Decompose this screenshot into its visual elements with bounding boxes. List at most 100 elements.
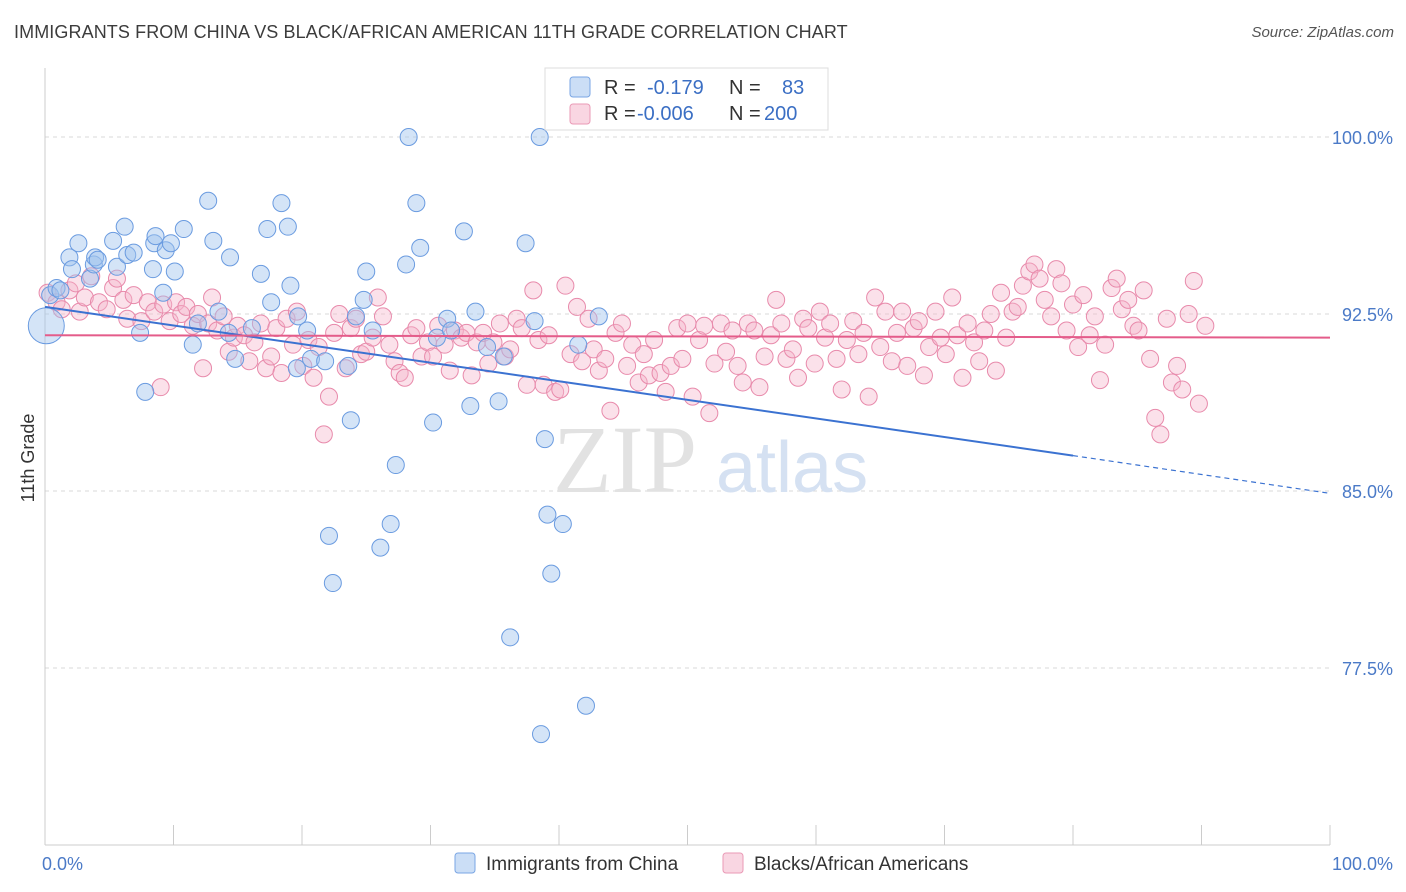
- point-china-46: [319, 526, 338, 545]
- point-blacks-83: [501, 340, 520, 359]
- point-blacks-158: [914, 366, 933, 385]
- point-blacks-124: [728, 356, 747, 375]
- point-china-59: [407, 194, 426, 213]
- point-blacks-9: [97, 300, 116, 319]
- point-china-11: [104, 231, 123, 250]
- bottom-legend-swatch-china: [454, 852, 476, 874]
- point-blacks-112: [661, 356, 680, 375]
- point-blacks-39: [262, 347, 281, 366]
- point-blacks-171: [986, 361, 1005, 380]
- point-blacks-128: [750, 378, 769, 397]
- point-blacks-179: [1030, 269, 1049, 288]
- point-china-76: [535, 430, 554, 449]
- point-china-80: [569, 335, 588, 354]
- y-tick-label-0: 77.5%: [1342, 659, 1393, 679]
- point-china-15: [124, 243, 143, 262]
- point-blacks-183: [1052, 274, 1071, 293]
- point-blacks-109: [645, 330, 664, 349]
- point-china-75: [530, 128, 549, 146]
- point-blacks-190: [1090, 371, 1109, 390]
- point-blacks-42: [277, 309, 296, 328]
- point-blacks-199: [1141, 349, 1160, 368]
- point-china-79: [553, 515, 572, 534]
- point-blacks-121: [711, 314, 730, 333]
- point-blacks-192: [1102, 279, 1121, 298]
- point-blacks-207: [1184, 271, 1203, 290]
- point-blacks-41: [272, 364, 291, 382]
- point-blacks-164: [948, 326, 967, 345]
- x-tick-label-0: 0.0%: [42, 854, 83, 874]
- point-blacks-108: [639, 366, 658, 385]
- point-blacks-43: [284, 335, 303, 354]
- point-blacks-155: [898, 356, 917, 375]
- point-blacks-138: [805, 354, 824, 373]
- point-blacks-166: [958, 314, 977, 333]
- point-china-45: [316, 352, 335, 371]
- point-blacks-10: [104, 279, 123, 298]
- point-blacks-170: [981, 305, 1000, 323]
- point-blacks-119: [700, 404, 719, 423]
- point-blacks-69: [424, 347, 443, 366]
- trend-lines: [44, 305, 1331, 494]
- point-china-66: [461, 397, 480, 416]
- point-blacks-188: [1080, 326, 1099, 345]
- point-china-78: [542, 564, 561, 583]
- point-blacks-200: [1146, 408, 1165, 427]
- point-china-23: [161, 234, 180, 253]
- point-china-67: [466, 302, 485, 321]
- point-blacks-203: [1162, 373, 1181, 392]
- point-blacks-103: [612, 314, 631, 333]
- point-blacks-12: [114, 290, 133, 309]
- point-china-57: [397, 255, 416, 274]
- point-china-34: [242, 319, 261, 338]
- point-blacks-126: [738, 314, 757, 333]
- point-blacks-58: [363, 328, 382, 347]
- point-blacks-30: [214, 307, 233, 326]
- point-blacks-208: [1189, 394, 1208, 413]
- point-blacks-151: [876, 302, 895, 321]
- point-blacks-114: [673, 349, 692, 368]
- point-china-12: [107, 257, 126, 276]
- point-china-28: [199, 191, 218, 210]
- point-blacks-14: [124, 286, 143, 305]
- trend-line-blacks: [44, 334, 1331, 339]
- point-china-60: [411, 238, 430, 257]
- point-blacks-143: [832, 380, 851, 399]
- point-blacks-154: [893, 302, 912, 321]
- bottom-legend-label-blacks: Blacks/African Americans: [754, 854, 968, 875]
- point-blacks-107: [634, 345, 653, 364]
- point-china-73: [525, 312, 544, 331]
- point-blacks-186: [1069, 338, 1088, 357]
- legend-n-value-china: 83: [782, 77, 804, 99]
- point-china-26: [183, 335, 202, 354]
- point-china-47: [323, 574, 342, 593]
- point-blacks-153: [887, 323, 906, 342]
- point-blacks-94: [561, 345, 580, 364]
- point-blacks-31: [219, 342, 238, 361]
- y-tick-label-2: 92.5%: [1342, 305, 1393, 325]
- point-china-5: [62, 260, 81, 279]
- point-china-18: [143, 260, 162, 279]
- point-china-6: [69, 234, 88, 253]
- point-blacks-169: [975, 321, 994, 340]
- point-blacks-133: [777, 349, 796, 368]
- point-china-7: [80, 269, 99, 288]
- point-blacks-27: [199, 314, 218, 333]
- point-china-70: [494, 347, 513, 366]
- point-china-33: [226, 349, 245, 368]
- point-blacks-116: [683, 387, 702, 406]
- point-china-49: [341, 411, 360, 430]
- point-china-61: [424, 413, 443, 432]
- point-blacks-134: [783, 340, 802, 359]
- point-blacks-130: [762, 326, 781, 345]
- point-china-10: [88, 250, 107, 269]
- trend-line-china-extension: [1072, 455, 1331, 494]
- point-blacks-6: [75, 288, 94, 307]
- point-blacks-167: [965, 333, 984, 352]
- point-china-69: [489, 392, 508, 411]
- point-china-44: [301, 349, 320, 368]
- point-blacks-110: [651, 364, 670, 382]
- point-blacks-76: [462, 366, 481, 385]
- point-blacks-4: [66, 274, 85, 293]
